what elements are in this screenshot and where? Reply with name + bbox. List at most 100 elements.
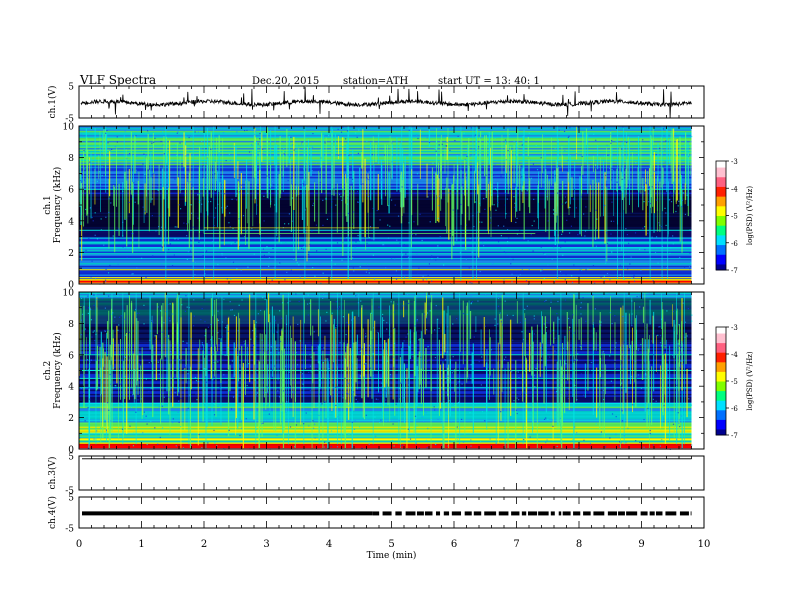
noise-speck xyxy=(194,377,197,379)
noise-speck xyxy=(157,443,159,445)
noise-speck xyxy=(346,237,348,239)
noise-speck xyxy=(287,179,289,182)
noise-speck xyxy=(614,395,616,397)
noise-speck xyxy=(428,189,430,191)
noise-speck xyxy=(643,190,646,192)
noise-speck xyxy=(347,405,350,407)
noise-speck xyxy=(577,353,579,355)
noise-speck xyxy=(412,356,414,358)
noise-speck xyxy=(137,399,139,401)
noise-speck xyxy=(154,137,156,139)
noise-speck xyxy=(233,146,236,148)
noise-speck xyxy=(231,309,233,311)
spectrum-band xyxy=(79,293,692,296)
noise-speck xyxy=(529,344,531,347)
colorbar-cell xyxy=(716,370,726,372)
noise-speck xyxy=(631,325,633,327)
noise-speck xyxy=(103,244,105,246)
noise-speck xyxy=(592,361,594,364)
noise-speck xyxy=(307,253,309,256)
noise-speck xyxy=(149,339,151,341)
noise-speck xyxy=(226,205,228,207)
noise-speck xyxy=(621,420,624,422)
noise-speck xyxy=(559,270,562,273)
noise-speck xyxy=(147,412,149,414)
noise-speck xyxy=(368,236,371,239)
noise-speck xyxy=(592,265,595,267)
noise-speck xyxy=(223,193,226,195)
noise-speck xyxy=(295,293,297,295)
noise-speck xyxy=(638,348,640,350)
noise-speck xyxy=(221,254,223,256)
noise-speck xyxy=(366,178,368,180)
noise-speck xyxy=(584,230,587,232)
colorbar-cell xyxy=(716,343,726,346)
spectrum-band xyxy=(79,440,692,443)
spectrum-band xyxy=(79,249,692,252)
noise-speck xyxy=(322,440,324,442)
noise-speck xyxy=(118,324,120,326)
noise-speck xyxy=(288,223,290,225)
colorbar-cell xyxy=(716,202,726,204)
noise-speck xyxy=(139,353,141,355)
noise-speck xyxy=(189,181,191,183)
noise-speck xyxy=(553,280,556,282)
noise-speck xyxy=(263,254,265,257)
noise-speck xyxy=(684,336,686,338)
noise-speck xyxy=(401,254,404,256)
noise-speck xyxy=(330,445,332,448)
spectrum-band xyxy=(79,443,692,446)
noise-speck xyxy=(689,229,691,231)
noise-speck xyxy=(351,421,353,423)
noise-speck xyxy=(355,241,357,243)
noise-speck xyxy=(142,206,144,208)
colorbar-cell xyxy=(716,346,726,348)
y-tick-label: -5 xyxy=(65,525,74,535)
noise-speck xyxy=(325,197,327,199)
noise-speck xyxy=(354,420,356,422)
noise-speck xyxy=(521,144,523,146)
colorbar-cell xyxy=(716,191,726,193)
noise-speck xyxy=(249,144,251,146)
noise-speck xyxy=(188,136,190,139)
noise-speck xyxy=(637,374,640,376)
colorbar-cell xyxy=(716,184,726,186)
noise-speck xyxy=(89,398,91,400)
noise-speck xyxy=(310,413,312,415)
noise-speck xyxy=(331,396,333,398)
colorbar-cell xyxy=(716,339,726,341)
noise-speck xyxy=(665,224,667,227)
noise-speck xyxy=(651,175,653,177)
noise-speck xyxy=(668,199,670,201)
noise-speck xyxy=(299,276,301,278)
noise-speck xyxy=(109,149,111,151)
noise-speck xyxy=(395,403,397,405)
noise-speck xyxy=(161,427,164,429)
noise-speck xyxy=(544,300,546,303)
colorbar-cell xyxy=(716,351,726,353)
noise-speck xyxy=(167,337,169,339)
noise-speck xyxy=(449,149,451,152)
noise-speck xyxy=(626,233,628,236)
noise-speck xyxy=(549,356,551,358)
noise-speck xyxy=(505,356,507,358)
noise-speck xyxy=(153,134,155,137)
noise-speck xyxy=(157,306,159,308)
noise-speck xyxy=(225,257,227,259)
noise-speck xyxy=(416,425,418,427)
noise-speck xyxy=(330,430,333,432)
noise-speck xyxy=(604,155,606,157)
noise-speck xyxy=(564,241,566,243)
noise-speck xyxy=(556,445,558,448)
noise-speck xyxy=(358,129,360,131)
colorbar-cell xyxy=(716,378,726,381)
noise-speck xyxy=(312,420,314,422)
noise-speck xyxy=(629,263,631,265)
noise-speck xyxy=(217,319,219,321)
noise-speck xyxy=(337,385,339,388)
noise-speck xyxy=(691,320,693,322)
noise-speck xyxy=(580,269,583,271)
noise-speck xyxy=(128,349,130,351)
noise-speck xyxy=(120,315,122,317)
noise-speck xyxy=(133,182,135,184)
